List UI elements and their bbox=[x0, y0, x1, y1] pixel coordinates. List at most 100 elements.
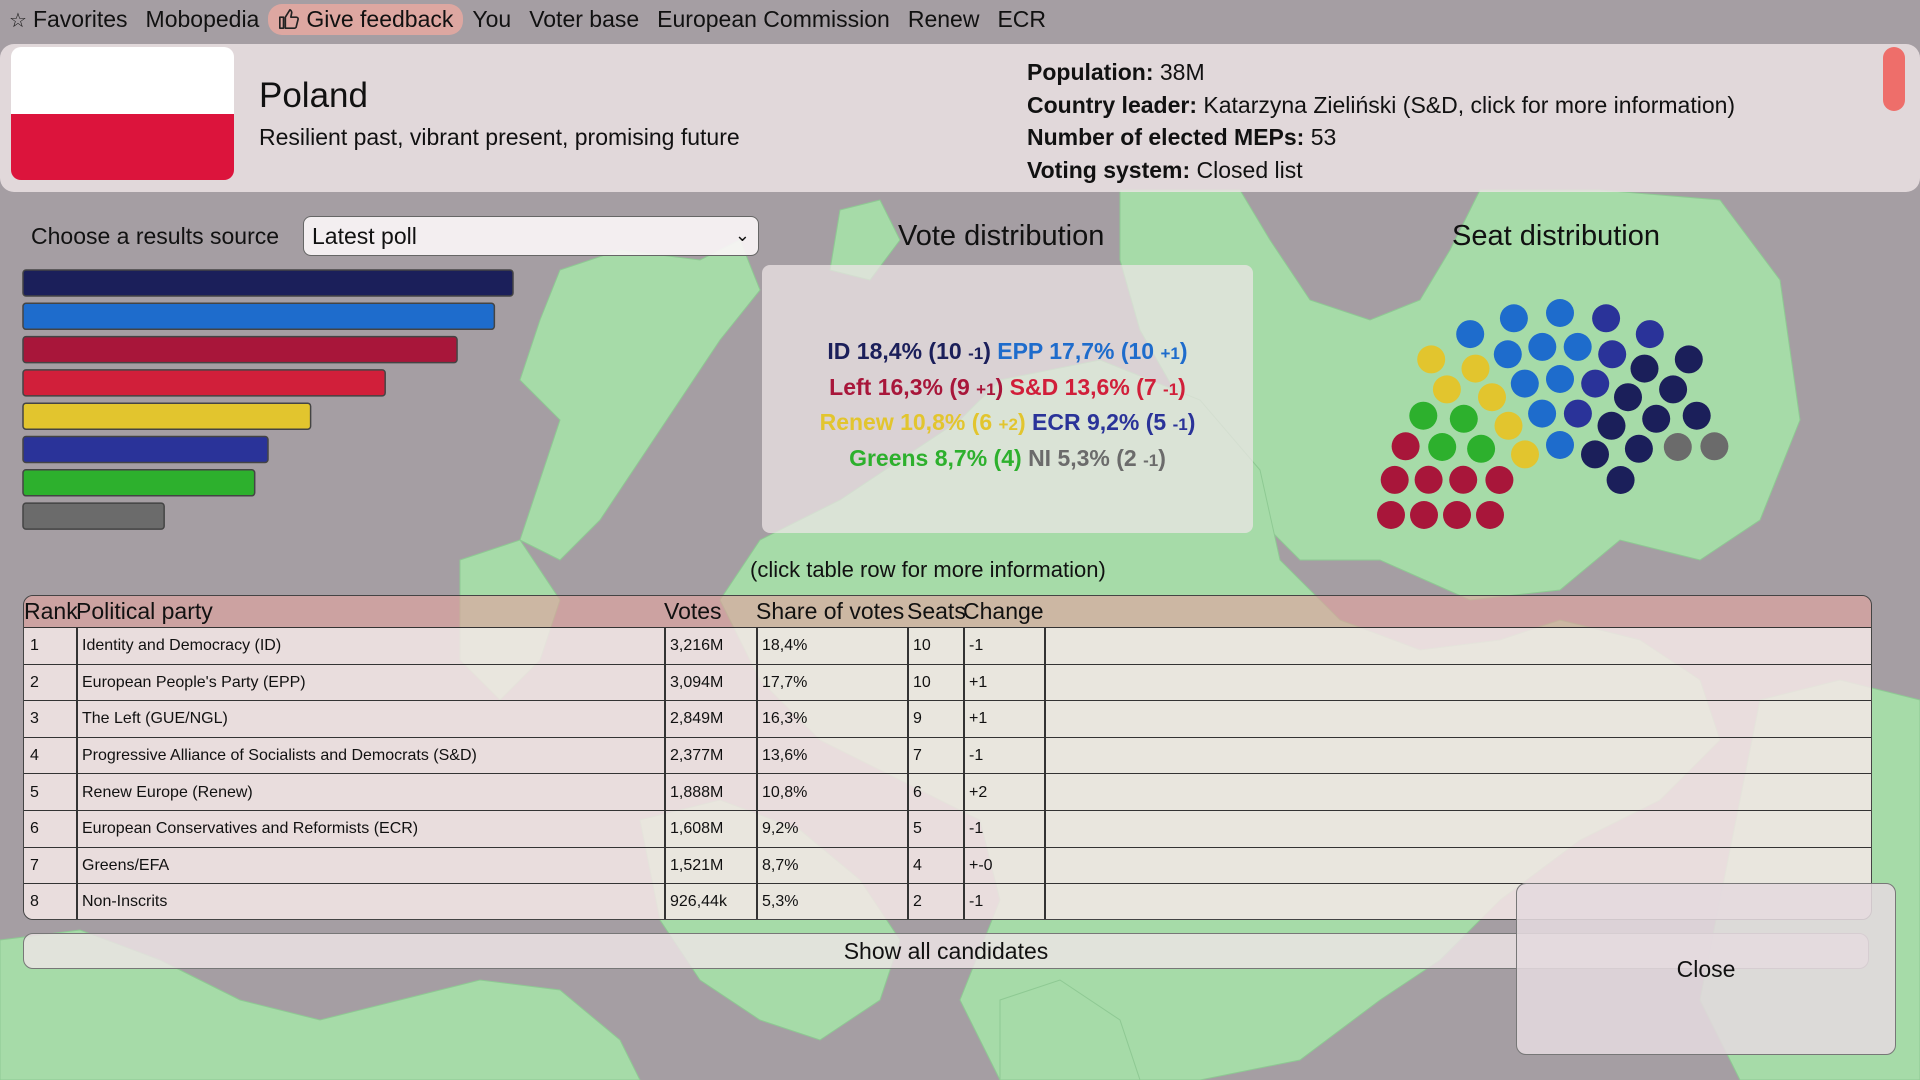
meps-line: Number of elected MEPs: 53 bbox=[1027, 124, 1337, 150]
seat-ecr bbox=[1563, 399, 1592, 428]
country-leader-link[interactable]: Country leader: Katarzyna Zieliński (S&D… bbox=[1027, 91, 1736, 118]
nav-favorites[interactable]: ☆ Favorites bbox=[9, 5, 128, 32]
bar-ecr bbox=[22, 435, 269, 464]
table-row[interactable]: 6 European Conservatives and Reformists (… bbox=[24, 810, 1871, 848]
seat-id bbox=[1642, 404, 1671, 433]
cell-party: European Conservatives and Reformists (E… bbox=[82, 820, 419, 838]
cell-party: European People's Party (EPP) bbox=[82, 673, 306, 691]
seat-renew bbox=[1511, 440, 1539, 469]
vote-entry-ni: NI 5,3% (2 -1) bbox=[1028, 444, 1166, 471]
seat-ecr bbox=[1581, 369, 1610, 398]
cell-votes: 1,608M bbox=[670, 820, 724, 838]
cell-share: 13,6% bbox=[762, 747, 808, 765]
table-row[interactable]: 2 European People's Party (EPP) 3,094M 17,7… bbox=[24, 663, 1871, 702]
seat-id bbox=[1624, 434, 1653, 463]
nav-you[interactable]: You bbox=[472, 5, 512, 32]
cell-rank: 2 bbox=[30, 673, 39, 691]
cell-share: 18,4% bbox=[762, 637, 808, 655]
cell-votes: 1,888M bbox=[670, 783, 724, 801]
seat-epp bbox=[1528, 332, 1557, 361]
table-row[interactable]: 7 Greens/EFA 1,521M 8,7% 4 +-0 bbox=[24, 846, 1871, 885]
cell-change: -1 bbox=[969, 747, 984, 765]
bar-epp bbox=[22, 302, 496, 331]
vote-entry-renew: Renew 10,8% (6 +2) bbox=[819, 409, 1026, 436]
seat-ni bbox=[1663, 433, 1692, 461]
seat-ecr bbox=[1592, 304, 1621, 333]
cell-seats: 2 bbox=[913, 893, 922, 911]
column-divider bbox=[907, 627, 909, 919]
country-facts: Population: 38M Country leader: Katarzyn… bbox=[1027, 56, 1735, 186]
seat-ecr bbox=[1635, 320, 1664, 349]
vote-line-4: Greens 8,7% (4) NI 5,3% (2 -1) bbox=[762, 442, 1253, 478]
nav-voter-base[interactable]: Voter base bbox=[529, 5, 640, 32]
seat-id bbox=[1614, 383, 1642, 412]
table-row[interactable]: 4 Progressive Alliance of Socialists and … bbox=[24, 736, 1871, 775]
cell-seats: 7 bbox=[913, 747, 922, 765]
seat-distribution-hemicycle bbox=[1377, 299, 1729, 529]
cell-change: -1 bbox=[969, 820, 984, 838]
cell-rank: 6 bbox=[30, 820, 39, 838]
seat-renew bbox=[1494, 411, 1523, 440]
seat-ni bbox=[1700, 432, 1729, 461]
vote-entry-sd: S&D 13,6% (7 -1) bbox=[1009, 373, 1186, 400]
vote-share-bar-chart bbox=[22, 269, 514, 530]
cell-seats: 10 bbox=[913, 637, 931, 655]
cell-share: 8,7% bbox=[762, 856, 799, 874]
cell-rank: 8 bbox=[30, 893, 39, 911]
header-seats: Seats bbox=[907, 598, 966, 624]
seat-epp bbox=[1563, 332, 1592, 361]
header-party: Political party bbox=[76, 598, 213, 624]
cell-change: +2 bbox=[969, 783, 988, 801]
cell-votes: 926,44k bbox=[670, 893, 727, 911]
cell-votes: 1,521M bbox=[670, 856, 724, 874]
table-row[interactable]: 3 The Left (GUE/NGL) 2,849M 16,3% 9 +1 bbox=[24, 700, 1871, 738]
seat-epp bbox=[1546, 431, 1574, 459]
results-source-select[interactable]: Latest poll ⌄ bbox=[303, 216, 759, 256]
cell-party: Progressive Alliance of Socialists and D… bbox=[82, 747, 477, 765]
column-divider bbox=[664, 627, 666, 919]
seat-id bbox=[1606, 466, 1635, 494]
cell-rank: 1 bbox=[30, 637, 39, 655]
seat-renew bbox=[1478, 383, 1506, 412]
give-feedback-button[interactable]: Give feedback bbox=[268, 3, 464, 35]
seat-id bbox=[1674, 345, 1703, 374]
seat-greens bbox=[1409, 401, 1438, 430]
bar-greens bbox=[22, 469, 256, 497]
nav-european-commission[interactable]: European Commission bbox=[657, 5, 890, 32]
bar-renew bbox=[22, 402, 312, 430]
table-row[interactable]: 5 Renew Europe (Renew) 1,888M 10,8% 6 +2 bbox=[24, 773, 1871, 811]
vote-line-2: Left 16,3% (9 +1) S&D 13,6% (7 -1) bbox=[762, 371, 1253, 407]
seat-renew bbox=[1432, 375, 1461, 404]
nav-renew[interactable]: Renew bbox=[907, 5, 980, 32]
close-button[interactable]: Close bbox=[1516, 883, 1896, 1055]
population-line: Population: 38M bbox=[1027, 59, 1205, 85]
cell-seats: 4 bbox=[913, 856, 922, 874]
vote-distribution-panel bbox=[762, 265, 1253, 533]
cell-share: 5,3% bbox=[762, 893, 799, 911]
top-navigation-bar: ☆ Favorites Mobopedia Give feedback You V… bbox=[0, 0, 1920, 38]
scrollbar-thumb[interactable] bbox=[1883, 47, 1905, 111]
table-row[interactable]: 1 Identity and Democracy (ID) 3,216M 18,4% 1… bbox=[24, 627, 1871, 665]
cell-party: Greens/EFA bbox=[82, 856, 170, 874]
seat-id bbox=[1682, 401, 1711, 430]
thumbs-up-icon bbox=[279, 9, 300, 29]
column-divider bbox=[76, 627, 78, 919]
vote-entry-ecr: ECR 9,2% (5 -1) bbox=[1032, 409, 1196, 436]
cell-votes: 3,216M bbox=[670, 637, 724, 655]
vote-entry-id: ID 18,4% (10 -1) bbox=[827, 338, 991, 364]
cell-rank: 5 bbox=[30, 783, 39, 801]
cell-rank: 4 bbox=[30, 747, 39, 765]
bar-id bbox=[22, 269, 514, 297]
vote-line-3: Renew 10,8% (6 +2) ECR 9,2% (5 -1) bbox=[762, 406, 1253, 442]
cell-party: Identity and Democracy (ID) bbox=[82, 637, 282, 655]
vote-line-1: ID 18,4% (10 -1) EPP 17,7% (10 +1) bbox=[762, 335, 1253, 371]
cell-seats: 10 bbox=[913, 673, 931, 691]
seat-left bbox=[1414, 465, 1443, 494]
nav-mobopedia[interactable]: Mobopedia bbox=[145, 5, 260, 32]
seat-left bbox=[1377, 501, 1405, 529]
cell-share: 9,2% bbox=[762, 820, 799, 838]
country-motto: Resilient past, vibrant present, promisi… bbox=[259, 124, 740, 150]
seat-left bbox=[1391, 432, 1420, 461]
seat-distribution-title: Seat distribution bbox=[1452, 220, 1660, 252]
nav-ecr[interactable]: ECR bbox=[997, 5, 1046, 32]
